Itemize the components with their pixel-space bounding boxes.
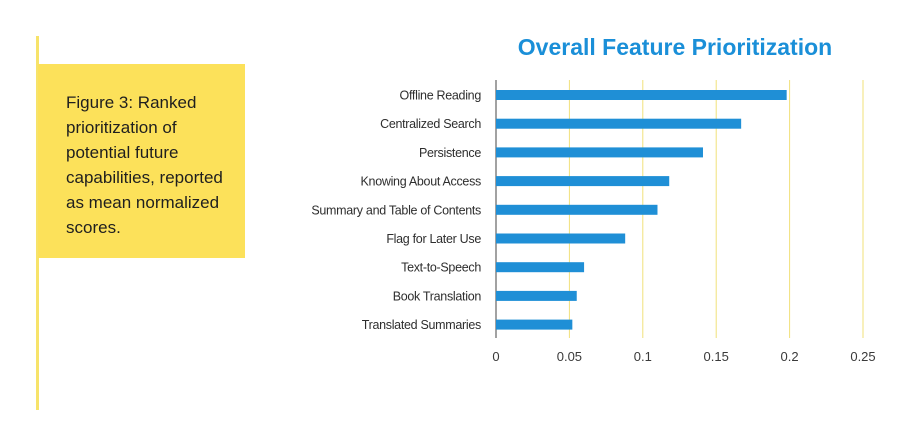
category-label: Persistence [419,146,481,160]
category-label: Translated Summaries [362,318,481,332]
bar [496,319,573,330]
bar [496,118,742,129]
category-label: Flag for Later Use [386,232,481,246]
category-label: Offline Reading [400,89,482,103]
category-label: Book Translation [393,289,482,303]
bar [496,204,658,215]
category-label: Summary and Table of Contents [311,203,481,217]
x-axis-ticks: 0 0.05 0.1 0.15 0.2 0.25 [492,349,875,364]
category-labels: Offline Reading Centralized Search Persist… [311,89,481,333]
x-tick-label: 0.1 [634,349,652,364]
bar [496,147,703,158]
figure-caption-box: Figure 3: Ranked prioritization of poten… [38,64,245,258]
category-label: Centralized Search [380,117,481,131]
category-label: Text-to-Speech [401,261,481,275]
x-tick-label: 0.05 [557,349,582,364]
x-tick-label: 0.2 [781,349,799,364]
bar [496,290,577,301]
x-tick-label: 0.25 [850,349,875,364]
accent-divider-line [36,36,39,410]
bar [496,176,670,187]
bars [496,90,787,330]
x-tick-label: 0 [492,349,499,364]
chart-title: Overall Feature Prioritization [517,34,833,60]
figure-caption-text: Figure 3: Ranked prioritization of poten… [66,93,223,237]
bar [496,262,585,273]
bar [496,233,626,244]
category-label: Knowing About Access [361,175,482,189]
x-tick-label: 0.15 [704,349,729,364]
bar [496,90,787,100]
